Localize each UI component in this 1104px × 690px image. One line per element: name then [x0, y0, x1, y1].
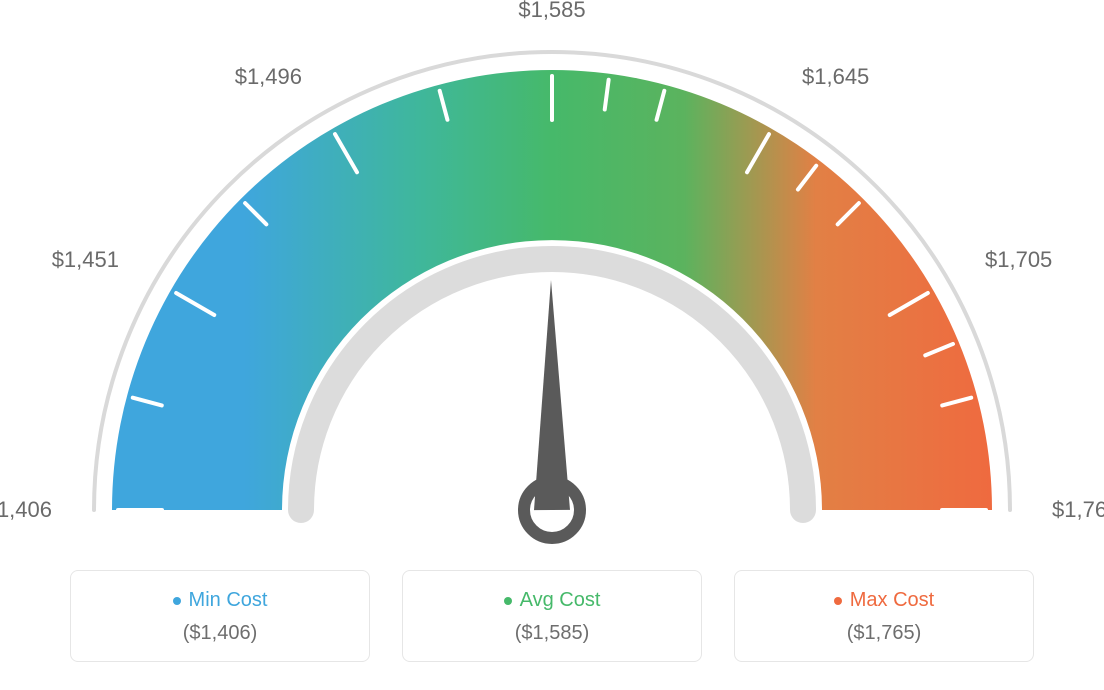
- legend-label-avg: Avg Cost: [520, 589, 601, 612]
- legend-label-min: Min Cost: [189, 589, 268, 612]
- legend-card-min: Min Cost ($1,406): [70, 570, 370, 662]
- gauge-needle: [534, 280, 570, 510]
- legend-title-max: Max Cost: [834, 589, 934, 612]
- legend-value-avg: ($1,585): [403, 622, 701, 645]
- legend-title-min: Min Cost: [173, 589, 268, 612]
- legend-dot-max: [834, 597, 842, 605]
- gauge-tick-label: $1,451: [52, 247, 119, 272]
- gauge-tick-label: $1,645: [802, 64, 869, 89]
- legend-label-max: Max Cost: [850, 589, 934, 612]
- legend-row: Min Cost ($1,406) Avg Cost ($1,585) Max …: [0, 570, 1104, 662]
- gauge-tick-label: $1,585: [518, 0, 585, 22]
- legend-value-min: ($1,406): [71, 622, 369, 645]
- legend-dot-avg: [504, 597, 512, 605]
- legend-title-avg: Avg Cost: [504, 589, 601, 612]
- legend-card-max: Max Cost ($1,765): [734, 570, 1034, 662]
- gauge-tick-label: $1,705: [985, 247, 1052, 272]
- gauge-tick-label: $1,765: [1052, 497, 1104, 522]
- legend-value-max: ($1,765): [735, 622, 1033, 645]
- legend-card-avg: Avg Cost ($1,585): [402, 570, 702, 662]
- legend-dot-min: [173, 597, 181, 605]
- cost-gauge-chart: $1,406 $1,451 $1,496 $1,585 $1,645 $1,705 $1,7…: [0, 0, 1104, 690]
- gauge-tick-label: $1,496: [235, 64, 302, 89]
- gauge-svg: $1,406 $1,451 $1,496 $1,585 $1,645 $1,705 $1,7…: [0, 0, 1104, 560]
- gauge-tick-label: $1,406: [0, 497, 52, 522]
